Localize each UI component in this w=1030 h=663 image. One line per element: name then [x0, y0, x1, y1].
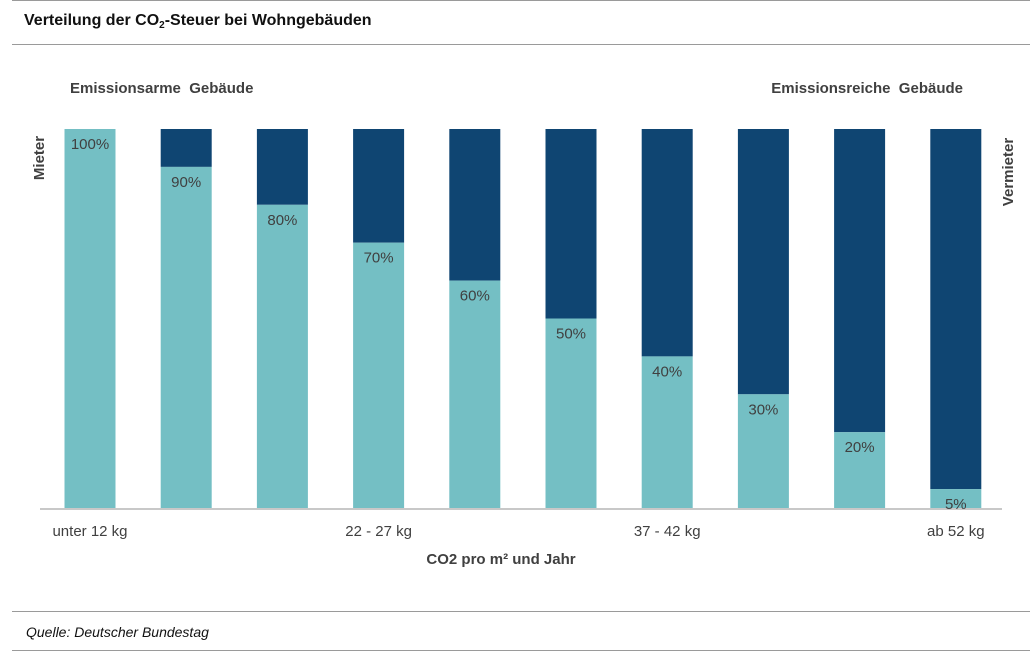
- source-note: Quelle: Deutscher Bundestag: [26, 624, 209, 640]
- x-tick-label-9: ab 52 kg: [927, 523, 985, 540]
- x-tick-label-3: 22 - 27 kg: [345, 523, 412, 540]
- bar-vermieter-5: [545, 129, 597, 319]
- title-rule: [12, 44, 1030, 45]
- labels-layer: 100% unter 12 kg 90% 80% 70% 22 - 27 kg 60% 50%…: [52, 136, 984, 540]
- bar-vermieter-2: [256, 129, 308, 205]
- bar-mieter-8: [834, 432, 886, 508]
- bar-mieter-4: [449, 280, 501, 508]
- bar-mieter-0: [64, 129, 116, 508]
- title-prefix: Verteilung der CO: [24, 12, 160, 29]
- x-axis-title: CO2 pro m² und Jahr: [426, 551, 575, 568]
- bar-vermieter-6: [641, 129, 693, 357]
- x-tick-label-6: 37 - 42 kg: [634, 523, 701, 540]
- title-suffix: -Steuer bei Wohngebäuden: [164, 12, 372, 29]
- stacked-bar-chart: 100% unter 12 kg 90% 80% 70% 22 - 27 kg 60% 50%…: [31, 80, 1017, 568]
- bar-vermieter-4: [449, 129, 501, 281]
- footer-rule-top: [12, 611, 1030, 612]
- data-label-1: 90%: [171, 174, 201, 191]
- annotation-right: Emissionsreiche Gebäude: [771, 80, 963, 97]
- bar-mieter-6: [641, 356, 693, 508]
- x-tick-label-0: unter 12 kg: [52, 523, 127, 540]
- data-label-6: 40%: [652, 363, 682, 380]
- data-label-0: 100%: [71, 136, 109, 153]
- top-rule: [12, 0, 1030, 1]
- bar-mieter-7: [737, 394, 789, 508]
- bar-mieter-1: [160, 166, 212, 508]
- bar-vermieter-8: [834, 129, 886, 433]
- bar-mieter-3: [353, 242, 405, 508]
- chart-title: Verteilung der CO2-Steuer bei Wohngebäud…: [24, 12, 372, 31]
- legend-right-vermieter: Vermieter: [1000, 138, 1017, 207]
- legend-left-mieter: Mieter: [31, 136, 48, 180]
- data-label-5: 50%: [556, 326, 586, 343]
- bar-vermieter-1: [160, 129, 212, 167]
- data-label-7: 30%: [748, 401, 778, 418]
- data-label-9: 5%: [945, 496, 967, 513]
- data-label-8: 20%: [845, 439, 875, 456]
- bar-mieter-2: [256, 204, 308, 509]
- bar-vermieter-9: [930, 129, 982, 490]
- data-label-2: 80%: [267, 212, 297, 229]
- bar-mieter-9: [930, 489, 982, 508]
- title-subscript: 2: [159, 20, 165, 31]
- bar-vermieter-7: [737, 129, 789, 395]
- bars-layer: [64, 129, 982, 509]
- bar-mieter-5: [545, 318, 597, 508]
- footer-rule-bottom: [12, 650, 1030, 651]
- data-label-3: 70%: [364, 250, 394, 267]
- annotation-left: Emissionsarme Gebäude: [70, 80, 253, 97]
- bar-vermieter-3: [353, 129, 405, 243]
- data-label-4: 60%: [460, 288, 490, 305]
